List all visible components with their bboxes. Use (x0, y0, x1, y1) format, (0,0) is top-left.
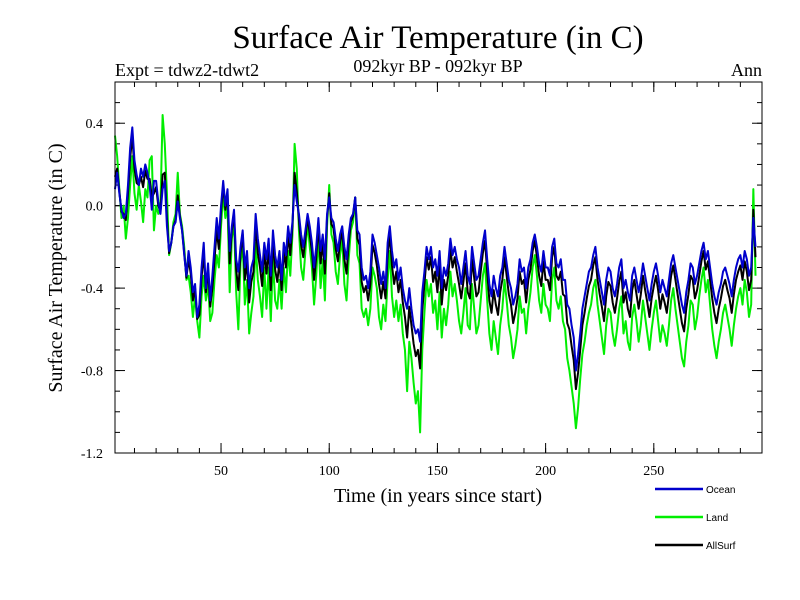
experiment-label: Expt = tdwz2-tdwt2 (115, 60, 259, 80)
legend-label-ocean: Ocean (706, 485, 735, 496)
legend-label-allsurf: AllSurf (706, 541, 736, 552)
legend-label-land: Land (706, 513, 728, 524)
y-tick-label: 0.4 (86, 117, 104, 132)
x-tick-label: 100 (319, 464, 340, 479)
x-tick-label: 150 (427, 464, 448, 479)
y-tick-label: -0.8 (81, 365, 103, 380)
x-tick-label: 250 (643, 464, 664, 479)
chart-title: Surface Air Temperature (in C) (232, 20, 643, 56)
plot-area: -1.2 -0.8 -0.4 0.0 0.4 50 100 150 200 250 (81, 81, 763, 479)
series-line-ocean (114, 126, 757, 372)
y-axis-label: Surface Air Temperature (in C) (45, 143, 67, 392)
x-tick-label: 50 (214, 464, 228, 479)
season-label: Ann (731, 60, 762, 80)
chart-subtitle: 092kyr BP - 092kyr BP (353, 56, 522, 76)
legend: Ocean Land AllSurf (655, 485, 736, 552)
x-axis-label: Time (in years since start) (334, 485, 542, 507)
x-tick-label: 200 (535, 464, 556, 479)
y-tick-label: -0.4 (81, 282, 103, 297)
y-tick-label: -1.2 (81, 447, 103, 462)
y-tick-label: 0.0 (86, 200, 104, 215)
plot-frame (114, 81, 763, 454)
